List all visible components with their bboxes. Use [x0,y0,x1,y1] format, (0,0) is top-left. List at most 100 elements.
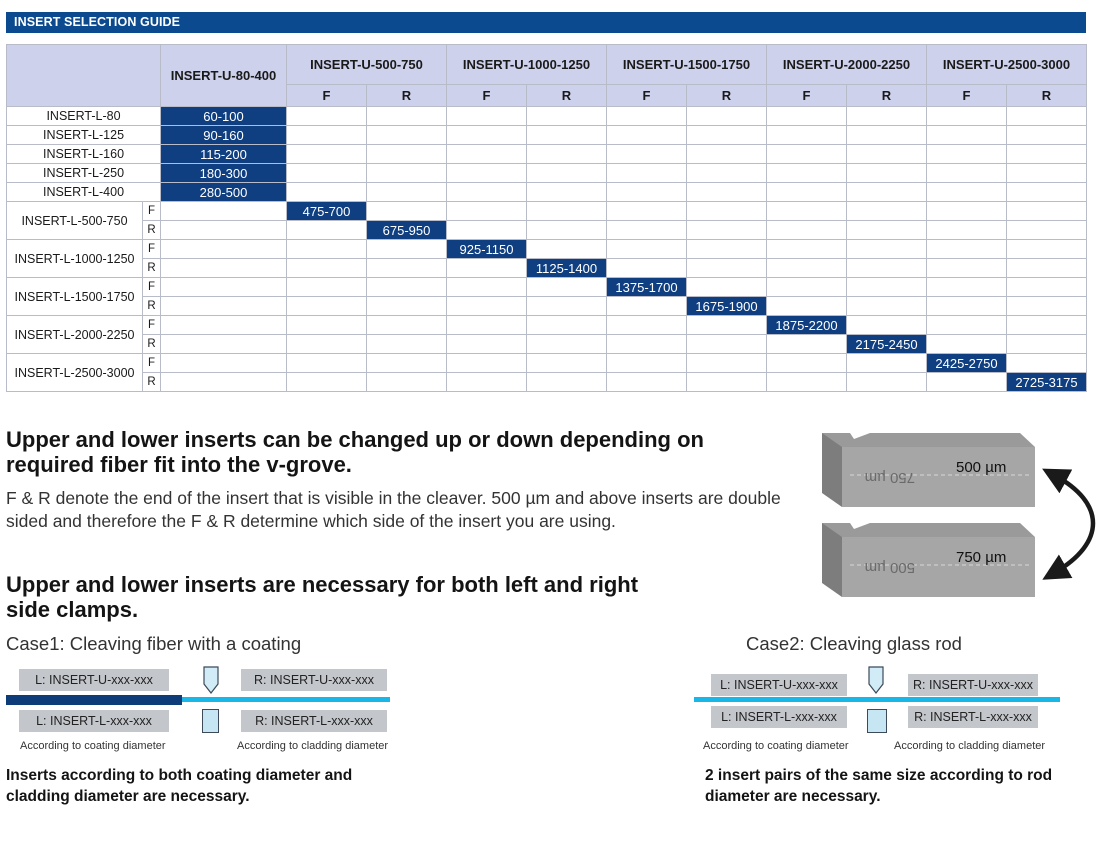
empty-cell [606,182,687,202]
empty-cell [926,125,1007,145]
case1-fiber-line [182,697,390,702]
empty-cell [446,163,527,183]
empty-cell [926,163,1007,183]
empty-cell [286,258,367,278]
case2-blade-icon [868,666,884,694]
table-row: INSERT-L-1000-1250 F 925-1150 [6,239,1087,278]
insert-block-top [822,433,1035,507]
case2-upper-right: R: INSERT-U-xxx-xxx [908,674,1038,696]
empty-cell [366,372,447,392]
empty-cell [926,334,1007,354]
insert-selection-table: INSERT-U-80-400 INSERT-U-500-750 INSERT-… [6,44,1087,392]
empty-cell [366,353,447,373]
case1-conclusion: Inserts according to both coating diamet… [6,767,353,805]
empty-cell [926,258,1007,278]
empty-cell [766,163,847,183]
empty-cell [1006,334,1087,354]
empty-cell [606,353,687,373]
lower-insert-label: INSERT-L-1500-1750 [6,277,143,316]
empty-cell [686,372,767,392]
empty-cell [446,182,527,202]
table-row: R 675-950 [7,220,1087,240]
empty-cell [446,258,527,278]
empty-cell [366,296,447,316]
empty-cell [766,201,847,221]
flip-arrow-icon [1042,468,1096,580]
empty-cell [1006,201,1087,221]
lower-insert-label: INSERT-L-125 [6,125,161,145]
empty-cell [1006,125,1087,145]
case2-lower-right: R: INSERT-L-xxx-xxx [908,706,1038,728]
table-row: INSERT-L-250 180-300 [6,163,1087,183]
lower-insert-label: INSERT-L-250 [6,163,161,183]
empty-cell [526,372,607,392]
case1-blade-icon [203,666,219,694]
side-label: F [142,277,161,297]
empty-cell [1006,220,1087,240]
guide-title: INSERT SELECTION GUIDE [14,15,181,29]
empty-cell [846,277,927,297]
empty-cell [160,201,287,221]
top-front-label: 500 µm [956,459,1006,476]
empty-cell [160,334,287,354]
side-header-f: F [766,84,847,107]
range-cell: 675-950 [366,220,447,240]
empty-cell [846,296,927,316]
empty-cell [286,315,367,335]
empty-cell [366,106,447,126]
case2-rod-line [694,697,1060,702]
bottom-back-label: 500 µm [865,559,915,576]
empty-cell [766,372,847,392]
table-row: R 1125-1400 [7,258,1087,278]
empty-cell [1006,258,1087,278]
empty-cell [446,315,527,335]
range-cell: 280-500 [160,182,287,202]
case1-lower-right: R: INSERT-L-xxx-xxx [241,710,387,732]
empty-cell [1006,163,1087,183]
empty-cell [766,296,847,316]
section1-body: F & R denote the end of the insert that … [6,488,781,531]
empty-cell [846,239,927,259]
side-label: F [142,201,161,221]
empty-cell [366,334,447,354]
side-label: F [142,239,161,259]
range-cell: 2725-3175 [1006,372,1087,392]
upper-header: INSERT-U-500-750 [286,44,447,85]
range-cell: 1875-2200 [766,315,847,335]
guide-title-band: INSERT SELECTION GUIDE [6,12,1086,33]
empty-cell [366,163,447,183]
empty-cell [526,220,607,240]
empty-cell [846,182,927,202]
lower-insert-label: INSERT-L-500-750 [6,201,143,240]
table-row: INSERT-L-125 90-160 [6,125,1087,145]
empty-cell [686,125,767,145]
case2-lower-left: L: INSERT-L-xxx-xxx [711,706,847,728]
empty-cell [446,220,527,240]
range-cell: 1125-1400 [526,258,607,278]
empty-cell [686,277,767,297]
empty-cell [160,353,287,373]
side-label: F [142,353,161,373]
empty-cell [606,125,687,145]
empty-cell [926,239,1007,259]
empty-cell [846,258,927,278]
empty-cell [686,353,767,373]
empty-cell [446,353,527,373]
case1-note-left: According to coating diameter [20,740,166,752]
empty-cell [1006,239,1087,259]
empty-cell [606,163,687,183]
empty-cell [766,353,847,373]
empty-cell [286,220,367,240]
case1-coating-line [6,695,182,705]
insert-block-bottom [822,523,1035,597]
table-row: INSERT-L-1500-1750 F 1375-1700 [6,277,1087,316]
empty-cell [160,296,287,316]
case1-note-right: According to cladding diameter [237,740,389,752]
empty-cell [926,182,1007,202]
empty-cell [686,144,767,164]
case2-conclusion: 2 insert pairs of the same size accordin… [705,767,1053,805]
empty-cell [160,315,287,335]
empty-cell [1006,296,1087,316]
upper-header: INSERT-U-80-400 [160,44,287,107]
range-cell: 2175-2450 [846,334,927,354]
